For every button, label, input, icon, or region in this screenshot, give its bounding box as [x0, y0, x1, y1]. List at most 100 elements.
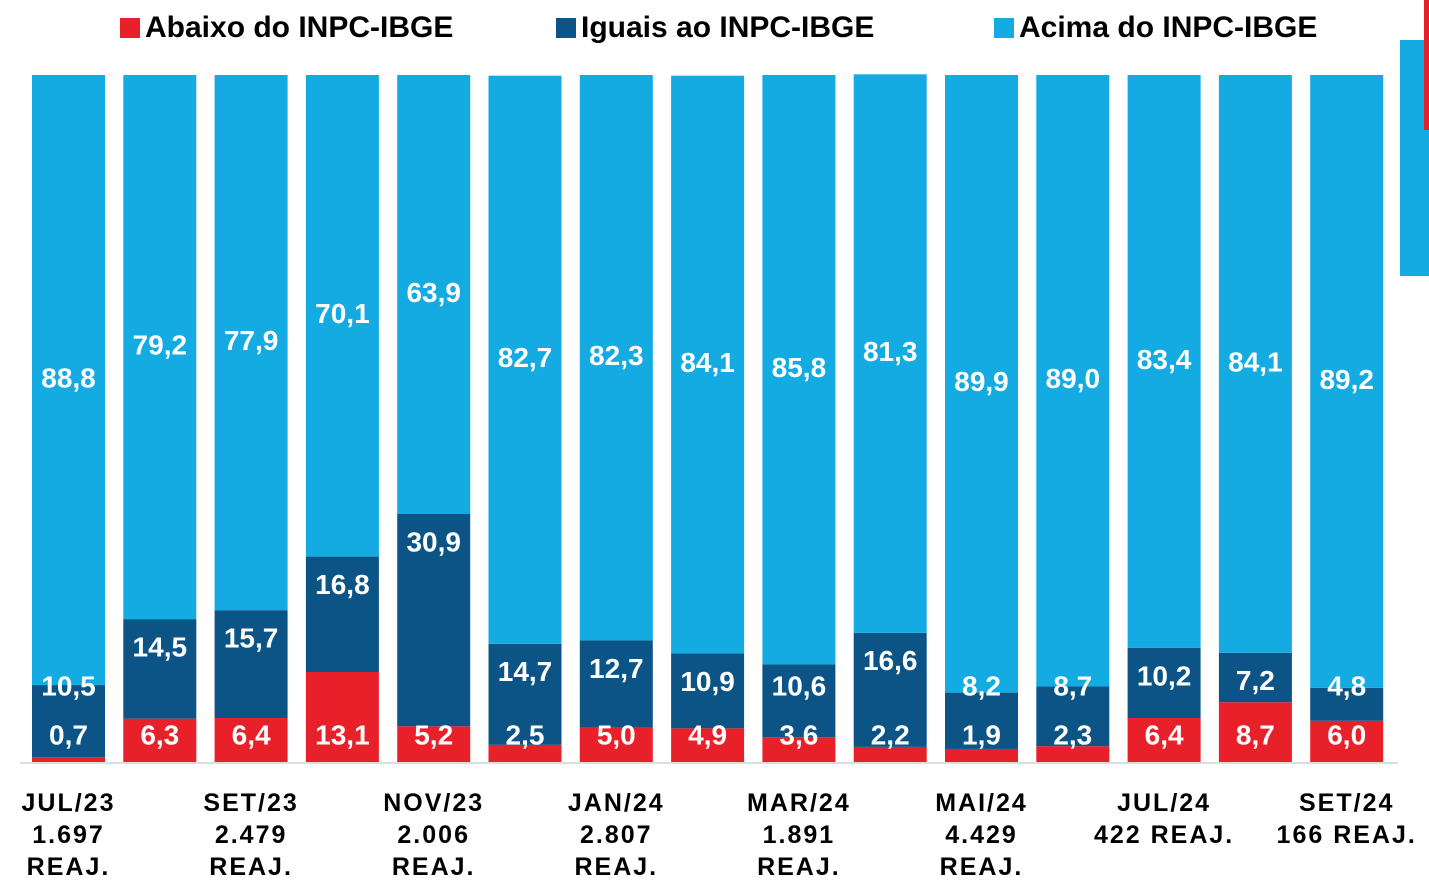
bar-segment	[945, 75, 1018, 693]
bar-segment	[305, 672, 379, 762]
x-tick-label-line: 2.807	[580, 821, 653, 849]
bar-segment	[488, 643, 562, 745]
x-tick-label-line: REAJ.	[940, 853, 1024, 881]
value-label: 12,7	[589, 653, 644, 684]
x-tick-label-line: REAJ.	[209, 853, 293, 881]
bar-segment	[1127, 75, 1201, 648]
bar-segment	[397, 726, 471, 762]
bar-segment	[1127, 647, 1201, 719]
x-tick-label-line: 2.479	[215, 821, 288, 849]
bar-segment	[579, 75, 653, 641]
bar-segment	[32, 75, 105, 686]
bar-segment	[123, 718, 197, 762]
bar-segment	[214, 75, 288, 611]
bar-segment	[1036, 746, 1110, 762]
value-label: 4,9	[688, 719, 727, 750]
bar-segment	[671, 653, 745, 729]
bar-segment	[1310, 720, 1384, 762]
bar-segment	[1036, 686, 1110, 747]
value-label: 5,2	[414, 719, 453, 750]
legend-swatch	[556, 18, 576, 38]
bar-segment	[1218, 75, 1292, 653]
x-tick-label: SET/24 166 REAJ.	[1277, 789, 1417, 849]
x-tick-label-line: 166 REAJ.	[1277, 821, 1417, 849]
x-tick-label: NOV/23 2.006 REAJ.	[383, 789, 484, 881]
value-label: 83,4	[1137, 344, 1192, 375]
bar-segment	[579, 727, 653, 762]
bar-segment	[853, 74, 927, 633]
bar-segment	[853, 632, 927, 747]
x-tick-label-line: 422 REAJ.	[1094, 821, 1234, 849]
bar-segment	[1310, 687, 1384, 721]
value-label: 14,5	[133, 631, 188, 662]
bar-segment	[853, 746, 927, 762]
x-tick-label: JAN/24 2.807 REAJ.	[568, 789, 665, 881]
value-label: 10,9	[680, 666, 735, 697]
x-tick-label-line: REAJ.	[27, 853, 111, 881]
value-label: 70,1	[315, 298, 370, 329]
bar-segment	[762, 737, 836, 762]
value-label: 7,2	[1236, 665, 1275, 696]
x-tick-label-line: SET/24	[1299, 789, 1394, 817]
bar-segment	[305, 75, 379, 557]
legend-swatch	[120, 18, 140, 38]
bar-segment	[488, 744, 562, 762]
x-tick-label: JUL/24 422 REAJ.	[1094, 789, 1234, 849]
value-label: 6,4	[232, 719, 271, 750]
value-label: 84,1	[680, 347, 735, 378]
value-label: 15,7	[224, 623, 279, 654]
value-label: 89,9	[954, 366, 1009, 397]
value-label: 5,0	[597, 719, 636, 750]
x-tick-label-line: JAN/24	[568, 789, 665, 817]
bar-segment	[123, 619, 197, 719]
bar-segment	[1218, 702, 1292, 762]
bar-segment	[579, 640, 653, 728]
x-tick-label-line: 2.006	[397, 821, 470, 849]
value-label: 8,7	[1236, 719, 1275, 750]
value-label: 0,7	[49, 719, 88, 750]
x-tick-label-line: REAJ.	[392, 853, 476, 881]
bar-segment	[488, 75, 562, 644]
legend-label: Acima do INPC-IBGE	[1019, 11, 1317, 44]
value-label: 1,9	[962, 719, 1001, 750]
value-label: 79,2	[133, 329, 188, 360]
value-label: 2,5	[506, 719, 545, 750]
value-label: 10,6	[772, 670, 827, 701]
x-tick-label-line: 1.891	[763, 821, 836, 849]
x-tick-label-line: 4.429	[945, 821, 1018, 849]
value-label: 88,8	[41, 362, 96, 393]
value-label: 89,2	[1319, 364, 1374, 395]
bar-segment	[1127, 718, 1201, 762]
x-tick-label-line: SET/23	[203, 789, 298, 817]
value-label: 63,9	[406, 277, 461, 308]
x-tick-label: MAR/24 1.891 REAJ.	[747, 789, 851, 881]
value-label: 77,9	[224, 325, 279, 356]
value-label: 10,5	[41, 670, 96, 701]
x-tick-label-line: NOV/23	[383, 789, 484, 817]
legend-label: Abaixo do INPC-IBGE	[145, 11, 453, 44]
bar-segment	[945, 692, 1018, 749]
bar-segment	[671, 728, 745, 762]
value-label: 30,9	[406, 526, 461, 557]
value-label: 3,6	[779, 719, 818, 750]
value-label: 2,3	[1053, 719, 1092, 750]
x-tick-label: SET/23 2.479 REAJ.	[203, 789, 298, 881]
value-label: 81,3	[863, 336, 918, 367]
value-label: 84,1	[1228, 346, 1283, 377]
x-tick-label-line: REAJ.	[757, 853, 841, 881]
x-tick-label-line: REAJ.	[574, 853, 658, 881]
bar-segment	[671, 75, 745, 654]
bar-segment	[214, 610, 288, 719]
x-tick-label-line: MAR/24	[747, 789, 851, 817]
value-label: 14,7	[498, 656, 553, 687]
value-label: 2,2	[871, 719, 910, 750]
bar-segment	[123, 75, 197, 620]
x-tick-label-line: JUL/24	[1117, 789, 1211, 817]
x-tick-label: MAI/24 4.429 REAJ.	[935, 789, 1028, 881]
bar-segment	[1218, 652, 1292, 703]
value-label: 89,0	[1046, 363, 1101, 394]
bar-segment	[214, 718, 288, 762]
value-label: 85,8	[772, 352, 827, 383]
bar-segment	[397, 75, 471, 514]
